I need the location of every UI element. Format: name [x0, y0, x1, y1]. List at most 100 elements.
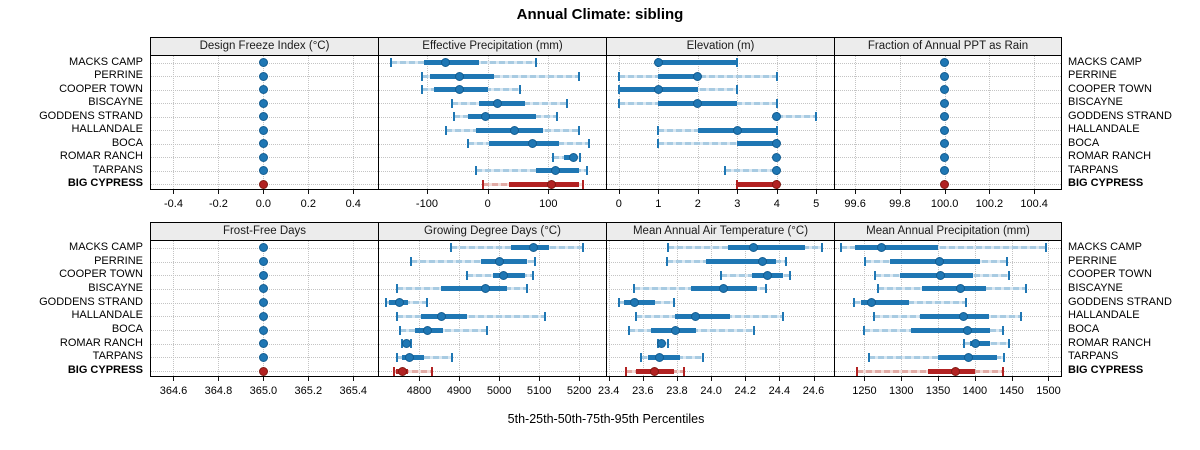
interquartile-bar: [737, 141, 777, 147]
axis-tick: [737, 190, 739, 194]
axis-tick: [776, 190, 778, 194]
percentile-whisker: [422, 74, 579, 78]
whisker-cap-right: [577, 71, 580, 81]
whisker-cap-right: [1019, 311, 1022, 321]
gridline-vertical: [944, 56, 946, 189]
percentile-whisker: [868, 355, 1005, 359]
percentile-whisker: [840, 246, 1047, 250]
gridline-vertical: [353, 241, 355, 376]
whisker-cap-right: [965, 298, 968, 308]
site-label-right: GODDENS STRAND: [1068, 109, 1172, 122]
interquartile-bar: [737, 181, 777, 187]
median-dot: [655, 352, 665, 362]
gridline-vertical: [548, 56, 550, 189]
median-dot: [762, 270, 772, 280]
axis-tick-label: 5: [813, 198, 820, 210]
whisker-cap-left: [628, 325, 631, 335]
gridline-vertical: [813, 241, 815, 376]
gridline-vertical: [899, 56, 901, 189]
median-dot: [258, 325, 268, 335]
gridline-vertical: [608, 241, 610, 376]
interquartile-bar: [467, 114, 537, 120]
axis-tick-label: 3: [734, 198, 741, 210]
whisker-cap-right: [519, 85, 522, 95]
gridline-horizontal: [379, 343, 606, 345]
gridline-vertical: [864, 241, 866, 376]
gridline-vertical: [579, 241, 581, 376]
gridline-vertical: [173, 56, 175, 189]
axis-tick: [579, 377, 581, 381]
interquartile-bar: [481, 259, 528, 265]
axis-tick-label: 24.4: [768, 385, 791, 397]
panel-strip: Mean Annual Air Temperature (°C): [606, 222, 834, 240]
site-label-right: BISCAYNE: [1068, 281, 1123, 294]
whisker-cap-right: [1001, 325, 1004, 335]
median-dot: [258, 284, 268, 294]
whisker-cap-left: [873, 270, 876, 280]
gridline-vertical: [676, 241, 678, 376]
site-label-left: COOPER TOWN: [59, 268, 143, 281]
chart-title: Annual Climate: sibling: [516, 6, 684, 23]
median-dot: [935, 257, 945, 267]
median-dot: [718, 284, 728, 294]
axis-tick: [899, 190, 901, 194]
whisker-cap-left: [962, 339, 965, 349]
whisker-cap-right: [775, 71, 778, 81]
whisker-cap-left: [665, 257, 668, 267]
whisker-cap-right: [764, 284, 767, 294]
gridline-vertical: [308, 241, 310, 376]
gridline-horizontal: [607, 184, 834, 186]
site-label-left: TARPANS: [92, 163, 143, 176]
median-dot: [498, 270, 508, 280]
axis-tick-label: 1500: [1036, 385, 1061, 397]
median-dot: [650, 366, 660, 376]
whisker-cap-right: [815, 112, 818, 122]
median-dot: [509, 125, 519, 135]
site-label-left: BIG CYPRESS: [67, 177, 143, 190]
site-label-left: BISCAYNE: [88, 96, 143, 109]
gridline-horizontal: [607, 170, 834, 172]
median-dot: [653, 58, 663, 68]
whisker-cap-right: [736, 85, 739, 95]
axis-tick-label: 100.2: [975, 198, 1004, 210]
whisker-cap-right: [752, 325, 755, 335]
axis-tick-label: -0.4: [163, 198, 183, 210]
axis-tick: [938, 377, 940, 381]
axis-tick-label: 4900: [446, 385, 472, 397]
axis-tick: [608, 377, 610, 381]
whisker-cap-right: [1045, 243, 1048, 253]
median-dot: [258, 257, 268, 267]
axis-tick: [745, 377, 747, 381]
axis-tick-label: 1: [655, 198, 662, 210]
median-dot: [258, 366, 268, 376]
median-dot: [258, 339, 268, 349]
median-dot: [732, 125, 742, 135]
median-dot: [876, 243, 886, 253]
gridline-vertical: [539, 241, 541, 376]
median-dot: [963, 352, 973, 362]
axis-tick-label: -0.2: [208, 198, 228, 210]
axis-tick-label: 364.8: [204, 385, 233, 397]
axis-tick: [779, 377, 781, 381]
site-label-left: COOPER TOWN: [59, 82, 143, 95]
whisker-cap-left: [640, 352, 643, 362]
median-dot: [693, 98, 703, 108]
whisker-cap-right: [775, 98, 778, 108]
axis-tick-label: 5100: [526, 385, 552, 397]
whisker-cap-left: [867, 352, 870, 362]
gridline-vertical: [989, 56, 991, 189]
median-dot: [940, 112, 950, 122]
whisker-cap-right: [1003, 352, 1006, 362]
site-label-left: BIG CYPRESS: [67, 364, 143, 377]
axis-tick: [459, 377, 461, 381]
median-dot: [397, 366, 407, 376]
median-dot: [935, 270, 945, 280]
site-label-right: TARPANS: [1068, 163, 1119, 176]
axis-tick-label: 1300: [889, 385, 914, 397]
interquartile-bar: [728, 245, 805, 251]
whisker-cap-left: [667, 243, 670, 253]
gridline-horizontal: [835, 343, 1061, 345]
axis-tick: [816, 190, 818, 194]
median-dot: [455, 71, 465, 81]
axis-tick: [263, 190, 265, 194]
